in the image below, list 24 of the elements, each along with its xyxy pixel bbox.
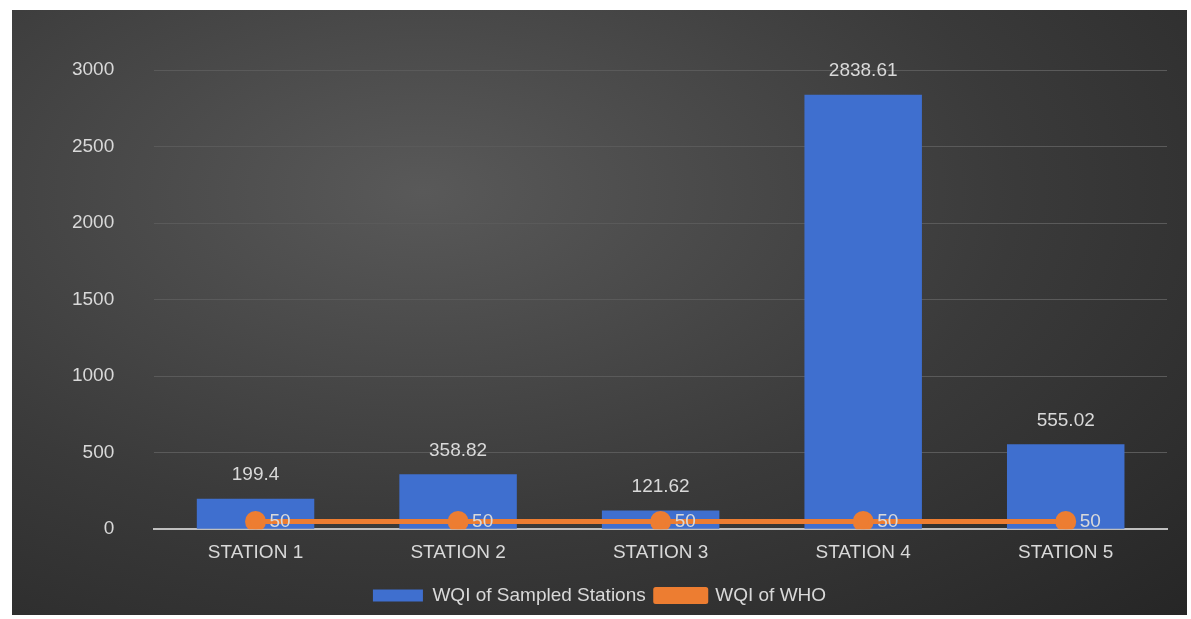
- data-label: 50: [674, 509, 696, 531]
- y-tick-label: 1000: [71, 364, 115, 386]
- legend-label: WQI of WHO: [715, 583, 827, 605]
- data-label: 121.62: [631, 475, 690, 497]
- y-tick-label: 3000: [71, 58, 115, 80]
- y-tick-label: 1500: [71, 287, 115, 309]
- y-tick-label: 2000: [71, 211, 115, 233]
- data-label: 358.82: [429, 439, 488, 461]
- data-label: 199.4: [231, 463, 280, 485]
- x-tick-label: STATION 3: [612, 540, 709, 562]
- y-tick-label: 2500: [71, 134, 115, 156]
- data-label: 50: [269, 509, 291, 531]
- y-tick-label: 500: [82, 440, 115, 462]
- y-tick-label: 0: [103, 517, 115, 539]
- data-label: 555.02: [1036, 408, 1095, 430]
- x-tick-label: STATION 5: [1018, 540, 1114, 562]
- x-tick-label: STATION 2: [410, 540, 506, 562]
- data-label: 2838.61: [828, 59, 898, 81]
- data-label: 50: [1079, 509, 1101, 531]
- data-label: 50: [877, 509, 899, 531]
- data-label: 50: [472, 509, 494, 531]
- x-tick-label: STATION 4: [815, 540, 912, 562]
- x-tick-label: STATION 1: [207, 540, 304, 562]
- legend-label: WQI of Sampled Stations: [432, 583, 646, 605]
